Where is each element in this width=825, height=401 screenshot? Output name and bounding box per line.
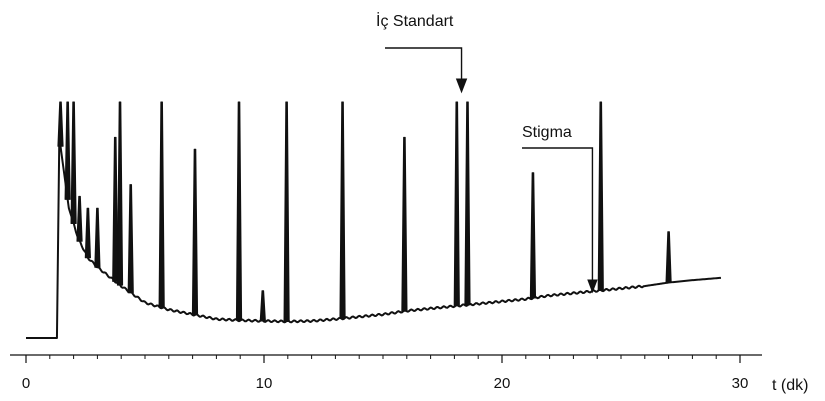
chromatogram-peak [127,184,134,294]
chromatogram-peak [339,101,346,319]
chromatogram-peak [116,101,124,286]
x-axis-label: t (dk) [772,377,808,394]
annotation-arrow-internal-standard [385,47,463,84]
chromatogram-peak [453,101,460,307]
chromatogram-peak [70,101,77,225]
chromatogram-peak [76,195,83,242]
x-axis: 0 10 20 30 [10,354,762,392]
chromatogram-peak [191,148,199,316]
chromatogram-peak [235,101,243,321]
annotations: İç Standart Stigma [376,11,598,294]
chromatogram-peak [597,101,604,291]
chromatogram-trace-group [26,101,722,339]
chromatogram-peak [112,136,119,282]
x-tick-label: 10 [256,375,273,392]
x-tick-label: 0 [22,375,30,392]
x-tick-label: 30 [732,375,749,392]
chromatogram-peak [283,101,290,322]
annotation-label-stigma: Stigma [522,124,572,141]
chromatogram-peak [57,101,64,147]
chromatogram-peak [529,172,537,299]
annotation-arrowhead-internal-standard [455,78,468,94]
chromatogram-peak [665,231,672,284]
chromatogram-peak [401,136,408,312]
chromatogram-peak [158,101,165,309]
chromatogram-peak [84,207,91,259]
annotation-label-internal-standard: İç Standart [376,11,454,30]
chromatogram-peak [464,101,471,306]
chromatogram-peak [259,290,266,322]
chromatogram-peak [64,101,71,200]
chromatogram-peak [94,207,101,268]
x-tick-label: 20 [494,375,511,392]
chromatogram-baseline [26,136,722,339]
annotation-arrowhead-stigma [587,279,598,294]
annotation-arrow-stigma [522,147,594,283]
